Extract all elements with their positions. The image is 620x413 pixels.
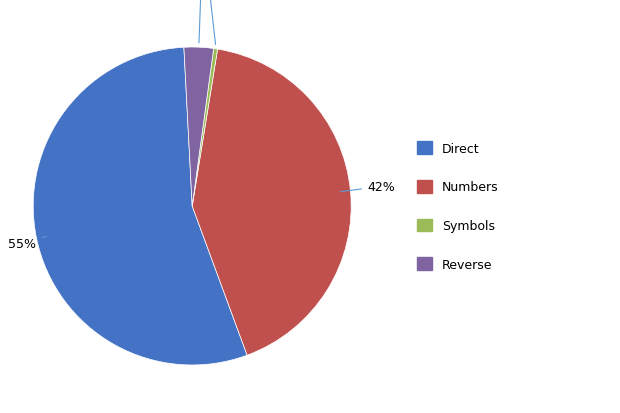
Text: 55%: 55% [9, 237, 46, 251]
Text: 3.0%: 3.0% [185, 0, 217, 44]
Wedge shape [192, 50, 218, 206]
Wedge shape [184, 48, 214, 206]
Wedge shape [192, 50, 351, 355]
Text: 0.4%: 0.4% [193, 0, 224, 45]
Text: 42%: 42% [340, 180, 395, 194]
Legend: Direct, Numbers, Symbols, Reverse: Direct, Numbers, Symbols, Reverse [417, 142, 498, 271]
Wedge shape [33, 48, 247, 365]
